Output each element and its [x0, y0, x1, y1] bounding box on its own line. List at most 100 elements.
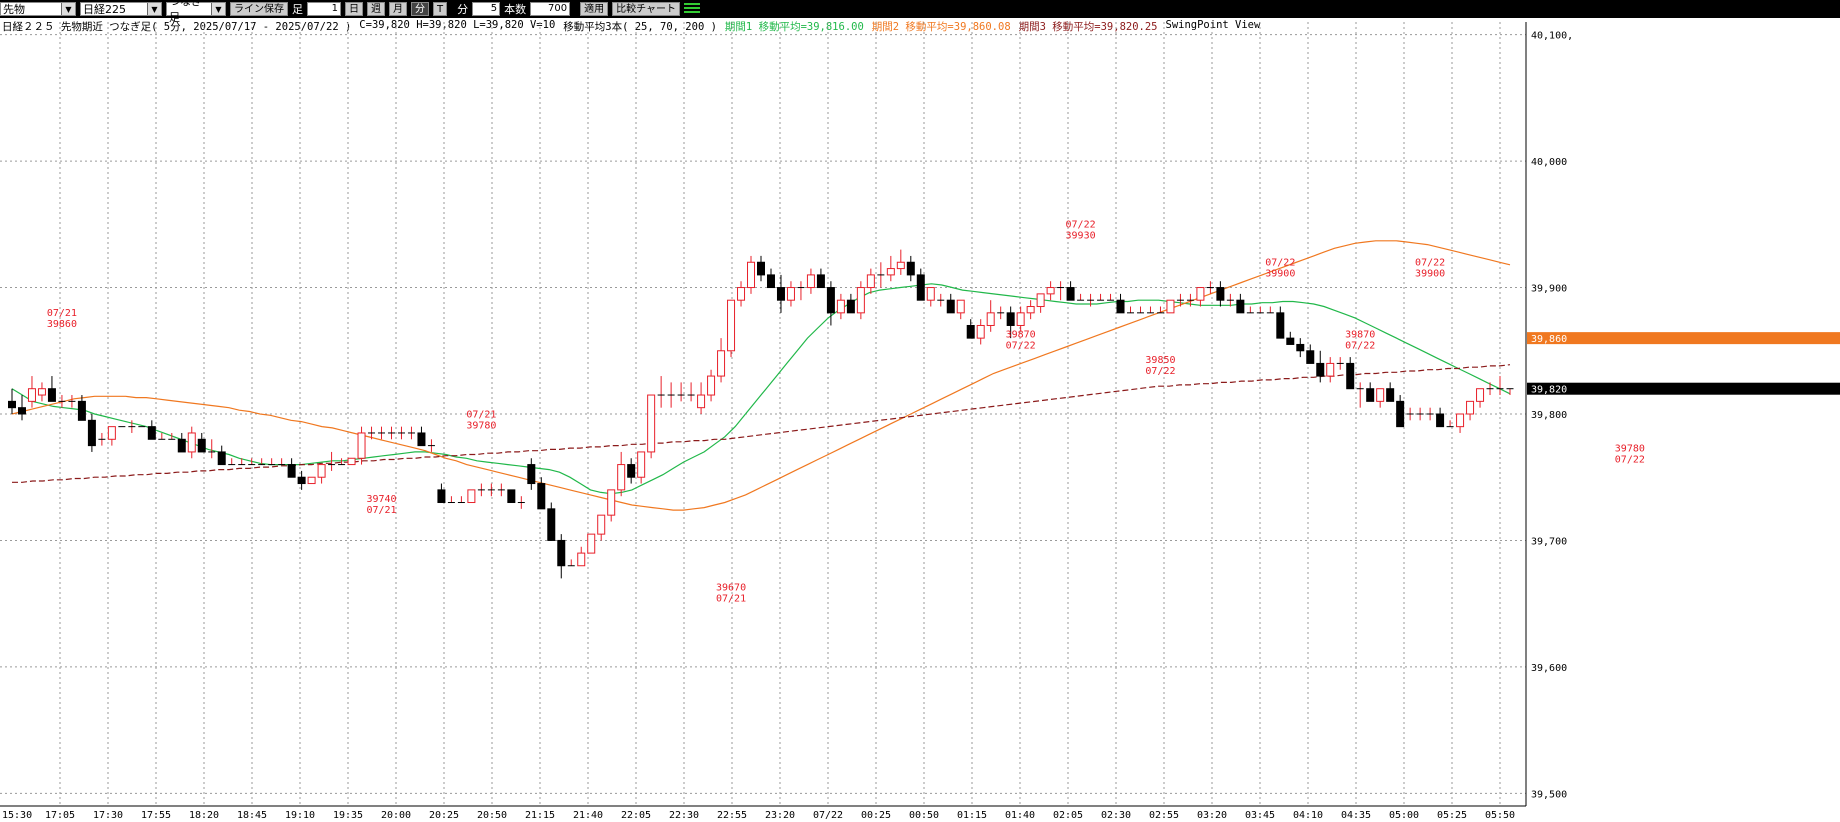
x-tick-label: 20:25: [429, 810, 459, 821]
minute-button[interactable]: 分: [411, 2, 429, 16]
month-button[interactable]: 月: [389, 2, 407, 16]
menu-lines-icon[interactable]: [684, 3, 701, 15]
y-tick-label: 39,700: [1531, 536, 1567, 547]
candle-up: [637, 451, 646, 478]
x-tick-label: 17:55: [141, 810, 171, 821]
swing-label: 39780: [466, 420, 496, 431]
ma2-line: [11, 240, 1511, 511]
candle-down: [217, 451, 226, 466]
y-tick-label: 39,600: [1531, 663, 1567, 674]
candle-up: [617, 464, 626, 491]
candle-down: [417, 432, 426, 447]
instrument-select[interactable]: 日経225 ▼: [80, 2, 162, 16]
line-save-button[interactable]: ライン保存: [230, 2, 288, 16]
candle-down: [916, 274, 925, 301]
x-tick-label: 15:30: [2, 810, 32, 821]
candle-up: [1466, 400, 1475, 415]
chain-select[interactable]: つなぎ足 ▼: [166, 0, 226, 24]
candle-up: [587, 533, 596, 554]
candle-down: [776, 287, 785, 301]
x-tick-label: 00:50: [909, 810, 939, 821]
market-select-value: 先物: [3, 3, 25, 16]
candle-down: [177, 438, 186, 453]
candle-down: [297, 476, 306, 485]
candle-down: [1286, 337, 1295, 345]
swing-label: 39870: [1345, 329, 1375, 340]
candle-down: [1346, 362, 1355, 390]
ma2-readout: 期間2 移動平均=39,860.08: [871, 21, 1011, 33]
candle-down: [966, 324, 975, 339]
interval-stepper[interactable]: 5: [472, 2, 501, 16]
count-stepper[interactable]: 700: [530, 2, 571, 16]
candle-down: [766, 274, 775, 289]
price-tag-bg: [1527, 382, 1840, 395]
x-tick-label: 05:50: [1485, 810, 1515, 821]
tick-button[interactable]: T: [433, 2, 448, 16]
chart-grid: [0, 22, 1526, 806]
candle-down: [1306, 350, 1315, 364]
candle-up: [317, 464, 326, 478]
candle-up: [976, 324, 985, 339]
x-tick-label: 19:35: [333, 810, 363, 821]
candle-down: [1236, 299, 1245, 314]
swing-label: 39870: [1006, 329, 1036, 340]
candle-up: [986, 312, 995, 326]
candle-down: [8, 400, 16, 409]
swing-label: 39670: [716, 582, 746, 593]
swing-point-labels: 07/21398603974007/2107/21397803967007/21…: [47, 220, 1645, 605]
candle-down: [287, 464, 296, 478]
chevron-down-icon[interactable]: ▼: [61, 3, 75, 15]
x-tick-label: 23:20: [765, 810, 795, 821]
swing-label: 39930: [1066, 231, 1096, 242]
bar-count-stepper[interactable]: 1: [307, 2, 341, 16]
ma-label: 移動平均3本( 25, 70, 200 ): [563, 21, 717, 33]
candles: [8, 249, 1514, 579]
candle-up: [856, 287, 865, 314]
swing-label: 39900: [1265, 269, 1295, 280]
candle-up: [577, 552, 586, 567]
candle-down: [906, 261, 915, 276]
x-tick-label: 21:40: [573, 810, 603, 821]
candle-up: [1476, 388, 1485, 402]
chain-select-value: つなぎ足: [169, 0, 202, 24]
market-select[interactable]: 先物 ▼: [0, 2, 76, 16]
x-tick-label: 19:10: [285, 810, 315, 821]
candle-up: [727, 299, 736, 352]
view-mode-label: SwingPoint View: [1165, 19, 1261, 31]
chevron-down-icon[interactable]: ▼: [147, 3, 161, 15]
day-button[interactable]: 日: [345, 2, 363, 16]
x-tick-label: 01:40: [1005, 810, 1035, 821]
swing-label: 39850: [1145, 355, 1175, 366]
candle-down: [757, 261, 765, 276]
price-tag-label: 39,820: [1531, 385, 1567, 396]
candle-up: [836, 299, 845, 314]
time-axis: 15:30 17:05 17:30 17:55 18:20 18:45 19:10 19:35…: [0, 805, 1526, 821]
swing-label: 07/22: [1615, 454, 1645, 465]
candle-up: [926, 287, 935, 301]
candle-down: [1316, 362, 1325, 377]
x-tick-label: 02:55: [1149, 810, 1179, 821]
x-tick-label: 02:30: [1101, 810, 1131, 821]
candle-down: [197, 438, 206, 453]
candle-up: [467, 489, 476, 504]
ma1-readout: 期間1 移動平均=39,816.00: [724, 21, 864, 33]
candle-up: [1326, 362, 1335, 377]
apply-button[interactable]: 適用: [580, 2, 609, 16]
x-tick-label: 21:15: [525, 810, 555, 821]
candle-up: [1026, 306, 1035, 314]
compare-chart-button[interactable]: 比較チャート: [612, 2, 681, 16]
candle-down: [77, 400, 86, 421]
swing-label: 07/22: [1006, 340, 1036, 351]
price-tag-bg: [1527, 332, 1840, 345]
swing-label: 07/22: [1265, 258, 1295, 269]
chart-title: 日経２２５ 先物期近 つなぎ足( 5分, 2025/07/17 - 2025/0…: [2, 21, 352, 33]
x-tick-label: 07/22: [813, 810, 843, 821]
candle-up: [956, 299, 965, 314]
chart-info-bar: 日経２２５ 先物期近 つなぎ足( 5分, 2025/07/17 - 2025/0…: [2, 19, 1261, 33]
week-button[interactable]: 週: [367, 2, 385, 16]
x-tick-label: 04:10: [1293, 810, 1323, 821]
candle-up: [866, 274, 875, 289]
chevron-down-icon[interactable]: ▼: [211, 3, 225, 15]
swing-label: 07/22: [1066, 220, 1096, 231]
